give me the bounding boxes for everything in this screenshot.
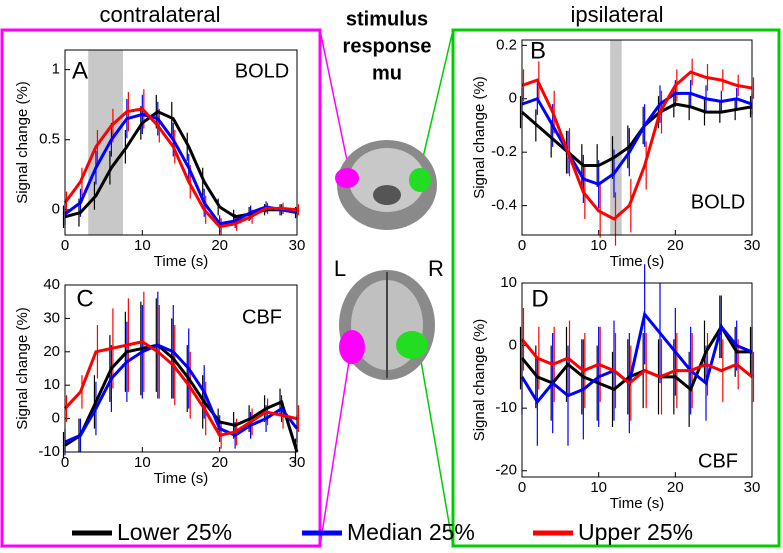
brain-side-label: L <box>334 256 346 281</box>
y-tick-label: 0 <box>509 337 517 354</box>
header-right: ipsilateral <box>571 2 664 27</box>
header-left: contralateral <box>99 2 220 27</box>
plot-frame <box>521 39 753 236</box>
series-line <box>64 343 299 444</box>
series-line <box>64 343 299 453</box>
x-tick-label: 0 <box>61 237 69 254</box>
panel-annotation: CBF <box>242 306 282 328</box>
x-tick-label: 30 <box>289 454 306 471</box>
connector <box>319 354 351 547</box>
plot-frame <box>64 49 298 236</box>
panel-annotation: BOLD <box>691 191 745 213</box>
y-tick-label: -10 <box>38 443 60 460</box>
series-line <box>520 310 753 405</box>
y-tick-label: 0.2 <box>496 36 517 53</box>
legend-label: Upper 25% <box>578 519 693 545</box>
header-center: response <box>343 35 432 57</box>
contralateral-frame <box>0 28 322 548</box>
stimulus-shade <box>610 40 622 235</box>
x-tick-label: 30 <box>744 237 761 254</box>
connector <box>419 29 454 171</box>
connector <box>419 354 454 547</box>
x-tick-label: 20 <box>667 479 684 496</box>
x-tick-label: 20 <box>211 237 228 254</box>
x-tick-label: 20 <box>211 454 228 471</box>
y-tick-label: -20 <box>495 462 517 479</box>
y-tick-label: -0.2 <box>491 143 517 160</box>
x-tick-label: 0 <box>518 237 526 254</box>
series-line <box>64 112 298 226</box>
legend-label: Lower 25% <box>117 519 232 545</box>
x-axis-label: Time (s) <box>610 253 664 270</box>
legend-label: Median 25% <box>347 519 475 545</box>
y-tick-label: 30 <box>43 309 60 326</box>
y-tick-label: 40 <box>43 276 60 293</box>
y-tick-label: 0.5 <box>39 131 60 148</box>
panel-annotation: CBF <box>698 450 738 472</box>
panel-letter: B <box>530 37 546 64</box>
series-line <box>63 340 298 437</box>
x-axis-label: Time (s) <box>154 470 208 487</box>
panel-letter: C <box>76 285 93 312</box>
y-axis-label: Signal change (%) <box>471 76 488 199</box>
panel-letter: A <box>72 57 88 84</box>
brain-coronal <box>335 140 437 230</box>
series-line <box>520 323 752 392</box>
connector <box>319 29 351 176</box>
series-line <box>520 338 753 386</box>
y-tick-label: 0 <box>509 90 517 107</box>
plot-frame <box>521 282 753 478</box>
y-tick-label: -10 <box>495 399 517 416</box>
y-axis-label: Signal change (%) <box>471 319 488 442</box>
header-center: stimulus <box>346 8 428 30</box>
series-line <box>521 91 753 186</box>
y-tick-label: 1 <box>52 61 60 78</box>
x-tick-label: 0 <box>61 454 69 471</box>
y-tick-label: 0 <box>52 201 60 218</box>
x-tick-label: 20 <box>667 237 684 254</box>
panel-letter: D <box>531 285 548 312</box>
x-tick-label: 10 <box>134 454 151 471</box>
header-center: mu <box>372 62 402 84</box>
series-line <box>63 107 298 229</box>
brain-axial <box>339 270 435 380</box>
brain-side-label: R <box>428 256 444 281</box>
x-axis-label: Time (s) <box>610 495 664 512</box>
series-line <box>521 70 753 221</box>
x-tick-label: 30 <box>744 479 761 496</box>
x-axis-label: Time (s) <box>154 253 208 270</box>
x-tick-label: 30 <box>289 237 306 254</box>
y-tick-label: 0 <box>52 410 60 427</box>
y-tick-label: 10 <box>500 274 517 291</box>
panel-annotation: BOLD <box>235 60 289 82</box>
y-axis-label: Signal change (%) <box>14 81 31 204</box>
y-tick-label: 10 <box>43 376 60 393</box>
x-tick-label: 10 <box>590 479 607 496</box>
y-axis-label: Signal change (%) <box>14 307 31 430</box>
plot-frame <box>64 284 298 453</box>
x-tick-label: 0 <box>518 479 526 496</box>
x-tick-label: 10 <box>134 237 151 254</box>
stimulus-shade <box>88 50 123 235</box>
x-tick-label: 10 <box>590 237 607 254</box>
y-tick-label: 20 <box>43 343 60 360</box>
ipsilateral-frame <box>451 28 781 548</box>
y-tick-label: -0.4 <box>491 197 517 214</box>
